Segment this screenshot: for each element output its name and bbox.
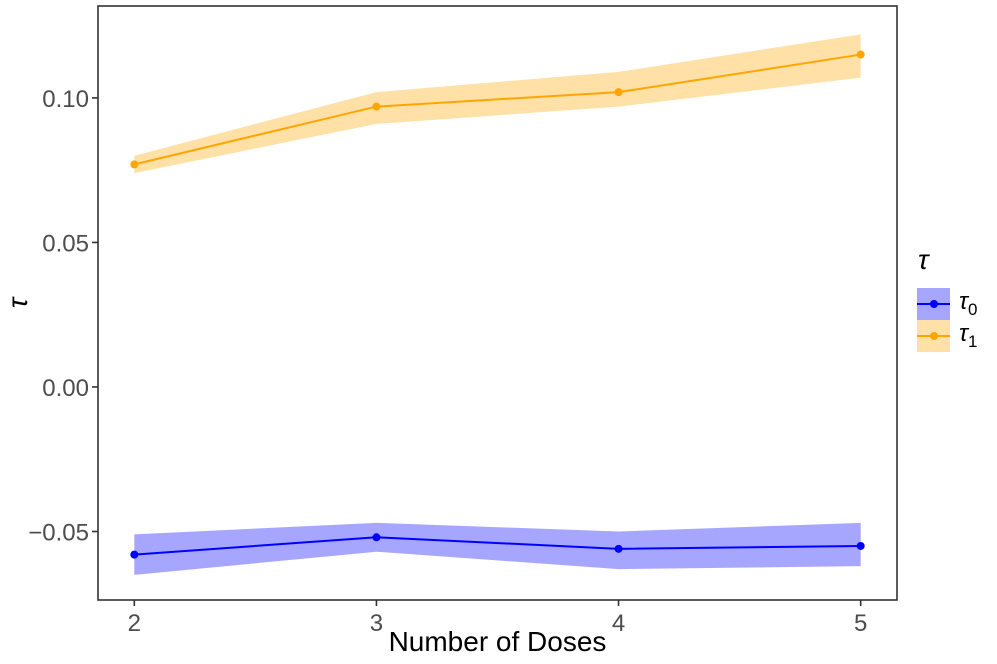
line-tau0 (134, 536, 861, 556)
y-tick-label: 0.00 (42, 375, 89, 402)
line-tau1 (134, 53, 861, 166)
legend-title: τ (918, 244, 929, 275)
point-tau1 (856, 50, 865, 59)
x-tick-label: 5 (854, 610, 867, 637)
legend-entry-tau0: τ0 (917, 288, 977, 320)
point-tau0 (614, 544, 623, 553)
point-tau1 (614, 88, 623, 97)
legend-swatch-tau0 (917, 288, 950, 320)
legend-label-tau0: τ0 (959, 288, 978, 319)
panel-border (97, 5, 898, 601)
ribbon-tau0 (134, 522, 861, 575)
point-tau1 (130, 160, 139, 169)
legend-label-tau1: τ1 (959, 320, 978, 351)
ribbon-tau1 (134, 34, 861, 174)
legend-entry-tau1: τ1 (917, 320, 977, 352)
point-tau1 (372, 102, 381, 111)
x-axis-title: Number of Doses (388, 626, 607, 657)
legend-swatch-tau1 (917, 320, 950, 352)
y-axis-title: τ (2, 297, 33, 309)
x-tick-label: 2 (128, 610, 141, 637)
point-tau0 (130, 550, 139, 559)
point-tau0 (372, 533, 381, 542)
y-tick-label: 0.05 (42, 230, 89, 257)
point-tau0 (856, 541, 865, 550)
x-tick-label: 3 (370, 610, 383, 637)
y-tick-label: 0.10 (42, 86, 89, 113)
x-tick-label: 4 (612, 610, 625, 637)
y-tick-label: −0.05 (28, 519, 89, 546)
